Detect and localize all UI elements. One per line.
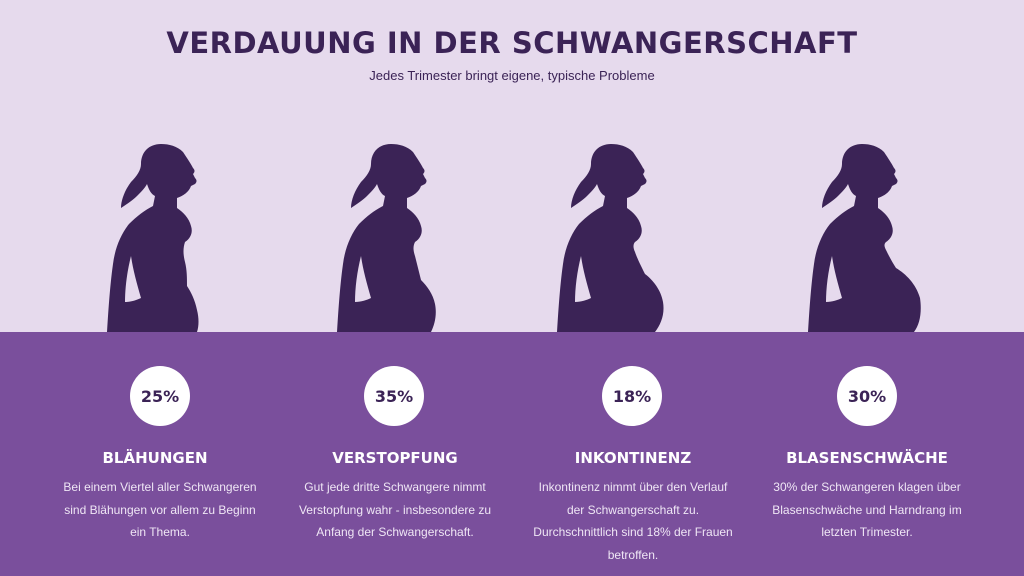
heading-blaehungen: BLÄHUNGEN — [102, 449, 208, 467]
stat-percent: 30% — [847, 386, 887, 406]
text-inkontinenz: Inkontinenz nimmt über den Verlauf der S… — [533, 480, 733, 562]
pregnant-woman-silhouette-1 — [101, 138, 221, 332]
text-verstopfung: Gut jede dritte Schwangere nimmt Verstop… — [298, 480, 492, 539]
stat-badge-verstopfung: 35% — [364, 366, 424, 426]
pregnant-woman-icon — [557, 144, 664, 332]
heading-blasenschwaeche: BLASENSCHWÄCHE — [786, 449, 948, 467]
text-blaehungen: Bei einem Viertel aller Schwangeren sind… — [63, 480, 257, 539]
stat-percent: 35% — [374, 386, 414, 406]
page-subtitle: Jedes Trimester bringt eigene, typische … — [369, 68, 655, 83]
pregnant-woman-icon — [107, 144, 199, 332]
pregnant-woman-icon — [337, 144, 436, 332]
pregnant-woman-silhouette-3 — [551, 138, 671, 332]
pregnant-woman-icon — [808, 144, 921, 332]
page-title: VERDAUUNG IN DER SCHWANGERSCHAFT — [166, 26, 858, 60]
pregnant-woman-silhouette-4 — [802, 138, 922, 332]
stat-badge-inkontinenz: 18% — [602, 366, 662, 426]
pregnant-woman-silhouette-2 — [331, 138, 451, 332]
stat-percent: 25% — [140, 386, 180, 406]
heading-inkontinenz: INKONTINENZ — [574, 449, 692, 467]
text-blasenschwaeche: 30% der Schwangeren klagen über Blasensc… — [772, 480, 962, 539]
stat-badge-blasenschwaeche: 30% — [837, 366, 897, 426]
heading-verstopfung: VERSTOPFUNG — [332, 449, 458, 467]
stat-percent: 18% — [612, 386, 652, 406]
stat-badge-blaehungen: 25% — [130, 366, 190, 426]
